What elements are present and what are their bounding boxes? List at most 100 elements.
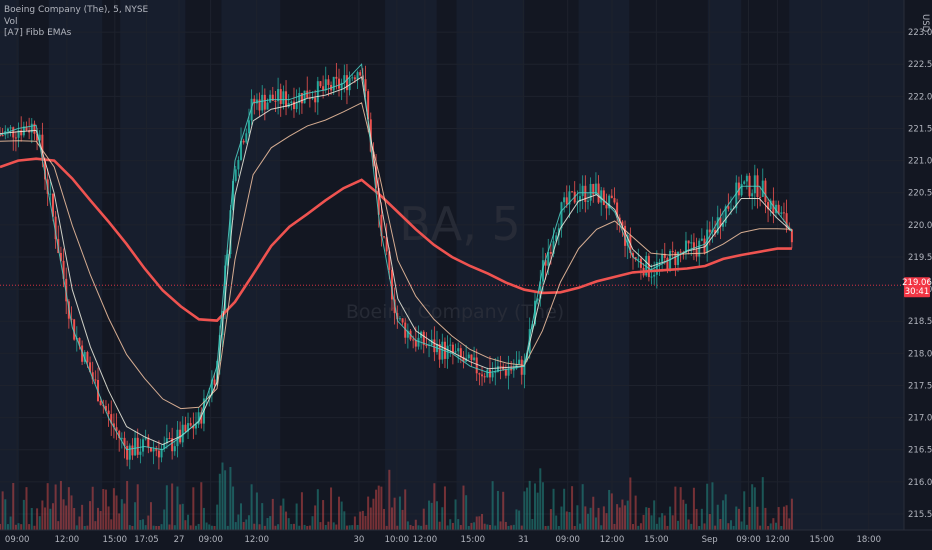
candle-body — [319, 81, 322, 87]
volume-bar — [706, 483, 709, 530]
volume-bar — [549, 509, 552, 530]
candle-body — [173, 446, 176, 452]
volume-bar — [679, 487, 682, 530]
candle-body — [210, 379, 213, 396]
volume-bar — [449, 519, 452, 530]
volume-bar — [502, 491, 505, 530]
candle-body — [526, 353, 529, 361]
candle-body — [597, 183, 600, 203]
volume-bars — [0, 462, 793, 530]
volume-bar — [507, 525, 510, 530]
volume-bar — [14, 524, 17, 530]
volume-bar — [428, 500, 431, 530]
time-tick-label: 09:00 — [5, 535, 30, 545]
volume-bar — [404, 489, 407, 530]
symbol-title[interactable]: Boeing Company (The), 5, NYSE — [4, 5, 149, 15]
volume-bar — [377, 485, 380, 530]
volume-bar — [335, 524, 338, 530]
volume-bar — [565, 511, 568, 530]
volume-bar — [221, 462, 224, 530]
volume-bar — [269, 516, 272, 530]
indicator-fibb-emas-label[interactable]: [A7] Fibb EMAs — [4, 28, 72, 38]
volume-bar — [600, 525, 603, 530]
candle-body — [311, 97, 314, 99]
time-axis[interactable]: 09:00 12:00 15:00 17:05 27 09:00 12:00 30 10:00 1… — [0, 529, 932, 545]
candle-body — [745, 175, 748, 182]
volume-bar — [181, 503, 184, 530]
volume-bar — [761, 477, 764, 530]
candle-body — [483, 376, 486, 378]
volume-bar — [187, 514, 190, 530]
candle-body — [552, 241, 555, 254]
volume-bar — [33, 525, 36, 530]
volume-bar — [290, 524, 293, 530]
volume-bar — [645, 507, 648, 530]
volume-bar — [772, 518, 775, 530]
volume-bar — [218, 473, 221, 530]
volume-bar — [631, 524, 634, 530]
candle-body — [576, 201, 579, 203]
candle-body — [549, 252, 552, 254]
volume-bar — [396, 525, 399, 530]
candle-body — [36, 133, 39, 141]
candle-body — [142, 439, 145, 452]
time-tick-label: 12:00 — [244, 535, 269, 545]
volume-bar — [20, 524, 23, 530]
candle-body — [226, 254, 229, 266]
candle-body — [722, 223, 725, 227]
volume-bar — [104, 489, 107, 530]
candle-body — [38, 134, 41, 141]
candle-body — [200, 412, 203, 424]
volume-bar — [782, 506, 785, 530]
candle-body — [650, 276, 653, 278]
volume-bar — [722, 500, 725, 530]
volume-bar — [465, 495, 468, 530]
volume-bar — [253, 523, 256, 530]
volume-bar — [790, 498, 793, 530]
volume-bar — [67, 487, 70, 530]
candle-body — [110, 414, 113, 424]
candle-body — [171, 438, 174, 452]
watermark-name: Boeing Company (The) — [346, 301, 564, 323]
candle-body — [388, 251, 391, 270]
candle-body — [695, 249, 698, 257]
candle-body — [377, 188, 380, 215]
candle-body — [602, 190, 605, 206]
candle-body — [740, 183, 743, 196]
candle-body — [194, 424, 197, 429]
volume-bar — [383, 508, 386, 530]
volume-bar — [592, 496, 595, 530]
volume-bar — [351, 525, 354, 530]
volume-bar — [359, 511, 362, 530]
candle-body — [412, 339, 415, 341]
volume-bar — [769, 523, 772, 530]
volume-bar — [107, 506, 110, 530]
candle-body — [115, 427, 118, 431]
volume-bar — [25, 487, 28, 530]
candle-body — [481, 374, 484, 377]
candle-body — [263, 94, 266, 110]
candle-body — [417, 337, 420, 347]
volume-bar — [602, 506, 605, 530]
volume-bar — [470, 522, 473, 530]
price-tag-price: 219.06 — [902, 278, 932, 288]
candle-body — [494, 371, 497, 373]
volume-bar — [481, 513, 484, 530]
volume-bar — [9, 516, 12, 530]
candle-body — [255, 99, 258, 104]
candle-body — [653, 274, 656, 277]
candle-body — [663, 253, 666, 258]
candle-body — [708, 229, 711, 233]
volume-bar — [573, 525, 576, 530]
indicator-volume-label[interactable]: Vol — [4, 16, 18, 27]
volume-bar — [189, 525, 192, 530]
candle-body — [669, 251, 672, 271]
candle-body — [261, 94, 264, 111]
candle-body — [759, 196, 762, 198]
volume-bar — [115, 495, 118, 530]
price-tick-label: 220.00 — [908, 221, 932, 231]
candle-body — [433, 339, 436, 353]
candle-body — [70, 318, 73, 320]
candle-body — [14, 137, 17, 139]
